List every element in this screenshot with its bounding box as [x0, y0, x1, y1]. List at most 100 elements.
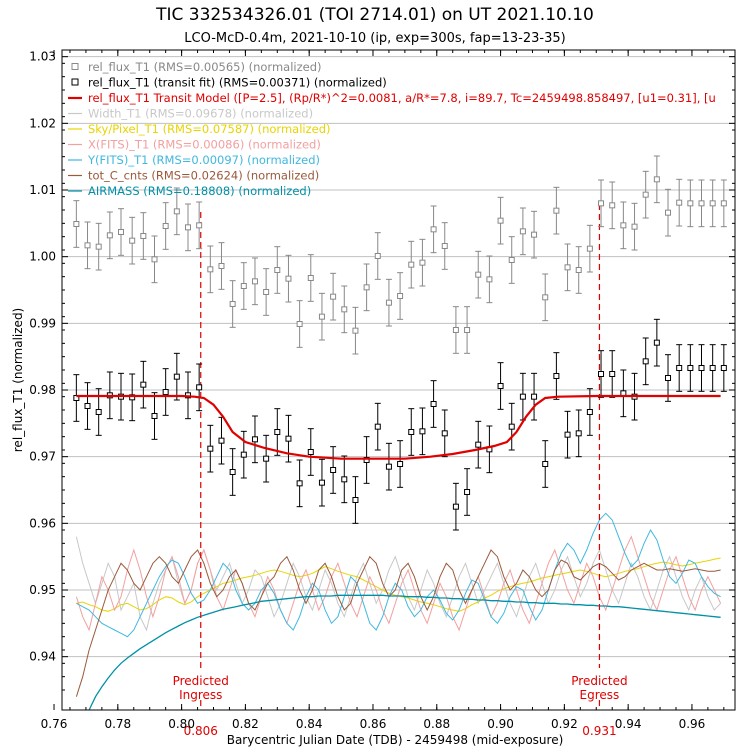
fit-flux-point	[263, 455, 270, 462]
raw-flux-point	[95, 243, 102, 250]
grid-layer	[62, 56, 735, 658]
raw-flux-point	[196, 222, 203, 229]
x-tick-label: 0.94	[615, 717, 642, 731]
ingress-label: Ingress	[179, 688, 222, 702]
fit-flux-point	[196, 384, 203, 391]
raw-flux-point	[631, 223, 638, 230]
y-tick-label: 1.03	[29, 50, 56, 64]
raw-flux-point	[263, 289, 270, 295]
raw-flux-point	[586, 245, 593, 252]
y-tick-label: 0.95	[29, 583, 56, 597]
fit-flux-point	[452, 503, 459, 510]
y-tick-label: 1.01	[29, 183, 56, 197]
fit-flux-point	[441, 430, 448, 437]
fit-flux-point	[207, 445, 214, 452]
raw-flux-point	[118, 229, 125, 235]
raw-flux-point	[475, 271, 482, 278]
raw-flux-point	[665, 209, 672, 216]
raw-flux-point	[698, 200, 705, 207]
raw-flux-point	[620, 222, 627, 229]
fit-flux-point	[95, 409, 102, 415]
fit-flux-point	[687, 365, 694, 371]
fit-flux-point	[341, 476, 348, 483]
legend-entry: rel_flux_T1 (transit fit) (RMS=0.00371) …	[88, 76, 387, 90]
ingress-value-label: 0.806	[184, 724, 218, 738]
raw-flux-point	[240, 283, 247, 289]
fit-flux-point	[720, 365, 727, 371]
raw-flux-point	[274, 267, 281, 273]
fit-flux-point	[419, 428, 426, 435]
raw-flux-point	[173, 208, 180, 215]
x-tick-label: 0.78	[104, 717, 131, 731]
chart-title: TIC 332534326.01 (TOI 2714.01) on UT 202…	[155, 5, 594, 25]
raw-flux-point	[151, 256, 158, 263]
fit-flux-point	[408, 429, 415, 435]
raw-flux-point	[229, 301, 236, 307]
fit-flux-point	[508, 423, 515, 430]
fit-flux-point	[218, 437, 225, 444]
y-tick-label: 0.96	[29, 516, 56, 530]
legend-entry: Y(FITS)_T1 (RMS=0.00097) (normalized)	[87, 153, 320, 167]
fit-flux-point	[140, 381, 147, 388]
fit-flux-point	[676, 365, 683, 371]
x-tick-label: 0.84	[296, 717, 323, 731]
fit-flux-point	[330, 467, 337, 473]
raw-flux-point	[73, 221, 80, 227]
transit-model-curve	[76, 394, 721, 460]
raw-flux-point	[140, 233, 147, 239]
raw-flux-point	[408, 261, 415, 268]
fit-flux-point	[129, 394, 136, 401]
detrend-line-airmass	[88, 594, 721, 710]
legend-entry: tot_C_cnts (RMS=0.02624) (normalized)	[88, 169, 319, 183]
raw-flux-point	[374, 253, 381, 259]
fit-flux-point	[274, 429, 281, 435]
fit-flux-point	[665, 375, 672, 381]
fit-flux-point	[464, 489, 471, 495]
fit-flux-point	[374, 423, 381, 430]
raw-flux-point	[653, 176, 660, 183]
ingress-label: Predicted	[173, 674, 229, 688]
raw-flux-point	[452, 327, 459, 333]
raw-flux-point	[251, 278, 258, 285]
raw-flux-point	[341, 306, 348, 313]
fit-flux-point	[352, 497, 359, 503]
raw-flux-point	[129, 237, 136, 244]
fit-flux-point	[542, 461, 549, 467]
fit-flux-point	[642, 358, 649, 365]
raw-flux-point	[419, 259, 426, 266]
raw-flux-point	[486, 276, 493, 283]
raw-flux-point	[575, 267, 582, 273]
x-axis-label: Barycentric Julian Date (TDB) - 2459498 …	[227, 733, 564, 747]
ingress-egress-markers: PredictedIngress0.806PredictedEgress0.93…	[173, 204, 628, 738]
raw-flux-point	[106, 232, 113, 239]
x-tick-label: 0.86	[360, 717, 387, 731]
fit-flux-point	[698, 365, 705, 371]
raw-flux-point	[720, 200, 727, 207]
axis-ticks: 0.94 0.95 0.96 0.97 0.98 0.99 1.00 1.01 1.02 1.03…	[29, 50, 735, 731]
y-tick-label: 0.98	[29, 383, 56, 397]
raw-flux-point	[330, 293, 337, 300]
raw-flux-point	[84, 242, 91, 249]
detrend-line-x-fits-t1	[75, 535, 722, 632]
legend-entry: rel_flux_T1 (RMS=0.00565) (normalized)	[88, 60, 322, 74]
legend: rel_flux_T1 (RMS=0.00565) (normalized) re…	[68, 60, 716, 198]
fit-flux-point	[162, 389, 169, 395]
fit-flux-point	[564, 431, 571, 438]
raw-flux-point	[687, 200, 694, 207]
legend-entry: X(FITS)_T1 (RMS=0.00086) (normalized)	[88, 138, 321, 152]
raw-flux-point	[676, 199, 683, 206]
x-tick-label: 0.76	[41, 717, 68, 731]
raw-flux-point	[296, 321, 303, 327]
fit-flux-point	[73, 395, 80, 401]
raw-flux-point	[642, 191, 649, 198]
fit-flux-point	[553, 373, 560, 379]
raw-flux-point	[397, 293, 404, 299]
legend-entry: Sky/Pixel_T1 (RMS=0.07587) (normalized)	[88, 122, 330, 136]
x-tick-label: 0.88	[423, 717, 450, 731]
raw-flux-point	[162, 223, 169, 229]
x-tick-label: 0.92	[551, 717, 578, 731]
raw-flux-point	[218, 263, 225, 269]
fit-flux-point	[251, 436, 258, 443]
raw-flux-point	[307, 275, 314, 281]
fit-flux-point	[709, 365, 716, 371]
